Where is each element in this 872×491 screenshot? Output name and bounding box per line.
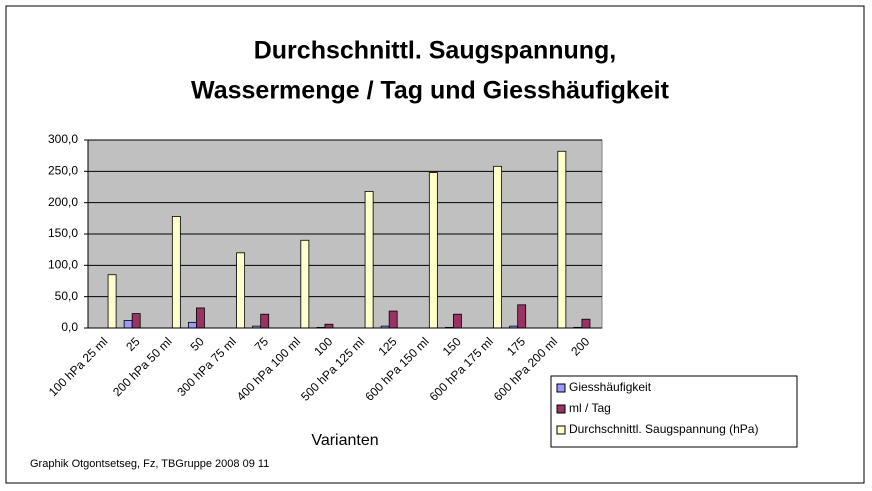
legend: [550, 375, 798, 448]
bar: [388, 310, 398, 329]
legend-label: Giesshäufigkeit: [569, 380, 652, 394]
bar: [260, 313, 270, 329]
y-tick-label: 150,0: [48, 226, 78, 240]
bar: [196, 307, 205, 329]
y-tick-label: 0,0: [61, 320, 78, 334]
legend-swatch: [556, 425, 566, 435]
legend-label: Durchschnittl. Saugspannung (hPa): [569, 422, 758, 436]
bar: [453, 313, 462, 329]
bar: [324, 323, 334, 329]
bar: [557, 150, 567, 329]
y-tick-label: 200,0: [48, 195, 78, 209]
legend-label: ml / Tag: [569, 401, 611, 415]
y-tick-label: 50,0: [55, 289, 79, 303]
bar: [236, 252, 246, 329]
bar: [131, 313, 141, 329]
bar: [428, 172, 438, 329]
y-tick-label: 100,0: [48, 258, 78, 272]
x-axis-label: Varianten: [311, 432, 378, 449]
bar: [171, 216, 181, 329]
y-tick-label: 250,0: [48, 164, 78, 178]
bar: [187, 321, 197, 329]
bar: [581, 318, 591, 329]
chart-title: Wassermenge / Tag und Giesshäufigkeit: [191, 77, 670, 105]
y-tick-label: 300,0: [48, 132, 78, 146]
annotation: Graphik Otgontsetseg, Fz, TBGruppe 2008 …: [30, 458, 269, 470]
bar: [493, 165, 503, 329]
bar: [123, 320, 133, 329]
bar: [517, 304, 527, 329]
bar: [107, 274, 117, 329]
bar: [364, 190, 374, 329]
legend-swatch: [556, 404, 566, 414]
bar: [300, 239, 310, 329]
chart-title: Durchschnittl. Saugspannung,: [254, 37, 617, 65]
legend-swatch: [556, 383, 566, 393]
